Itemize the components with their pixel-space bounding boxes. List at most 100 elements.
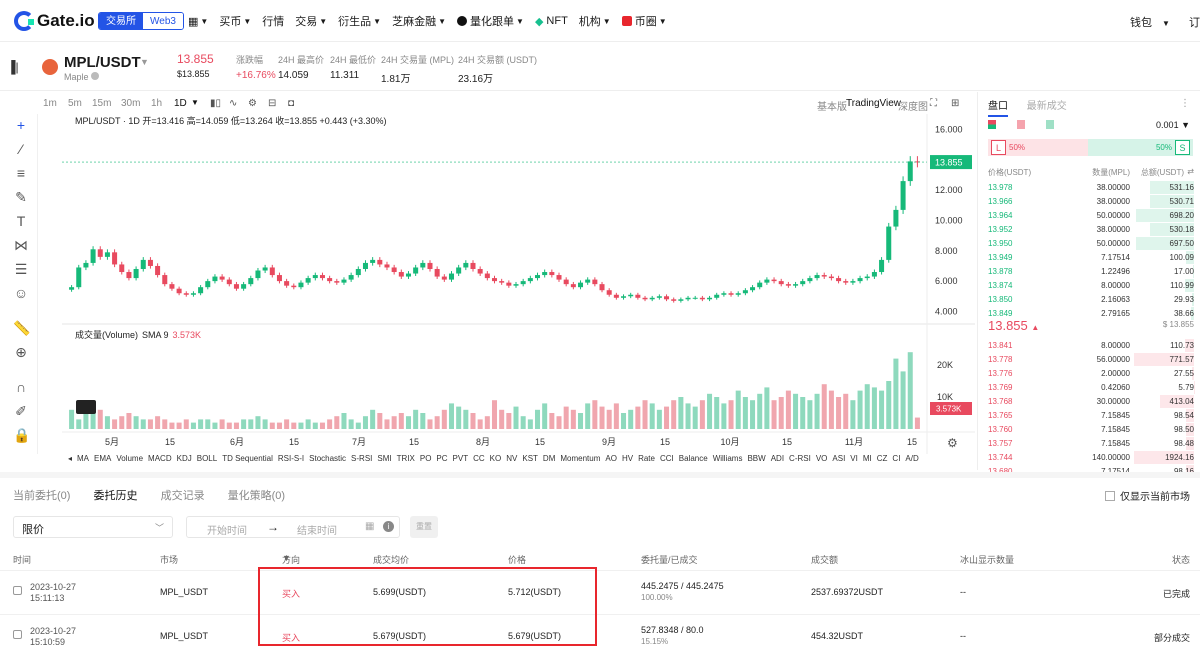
magnet-icon[interactable]: ∩ <box>15 379 27 395</box>
indicator-item[interactable]: PVT <box>452 454 469 463</box>
menu-markets[interactable]: 行情 <box>262 16 285 28</box>
menu-institution[interactable]: 机构 ▼ <box>578 16 611 28</box>
indicator-item[interactable]: BOLL <box>196 454 218 463</box>
asks-row[interactable]: 13.949 7.17514 100.09 <box>988 251 1194 264</box>
precision-select[interactable]: 0.001 ▼ <box>1156 120 1190 130</box>
wallet-menu[interactable]: 钱包 ▼ <box>1130 17 1170 29</box>
indicator-item[interactable]: KST <box>522 454 538 463</box>
interval-dropdown-icon[interactable]: ▼ <box>191 98 199 107</box>
indicator-item[interactable]: EMA <box>94 454 112 463</box>
menu-finance[interactable]: 芝麻金融 ▼ <box>392 16 447 28</box>
date-range-picker[interactable]: 开始时间 → 结束时间 ▦ i <box>186 516 400 538</box>
indicator-item[interactable]: ASI <box>832 454 846 463</box>
indicator-item[interactable]: A/D <box>905 454 919 463</box>
candle-type-icon[interactable]: ▮▯ <box>210 98 222 109</box>
pair-name[interactable]: MPL/USDT <box>64 54 141 71</box>
indicator-item[interactable]: PC <box>436 454 448 463</box>
indicator-item[interactable]: DM <box>542 454 556 463</box>
emoji-icon[interactable]: ☺ <box>13 285 29 301</box>
indicator-item[interactable]: Balance <box>678 454 708 463</box>
only-current-market-checkbox[interactable]: 仅显示当前市场 <box>1105 488 1190 503</box>
mode-tradingview[interactable]: TradingView <box>846 98 902 109</box>
indicator-item[interactable]: ADI <box>770 454 785 463</box>
indicator-item[interactable]: Rate <box>638 454 655 463</box>
indicator-icon[interactable]: ∿ <box>229 98 238 109</box>
tab-orderbook[interactable]: 盘口 <box>988 101 1008 117</box>
fib-icon[interactable]: ☰ <box>14 261 28 277</box>
web3-tab[interactable]: Web3 <box>143 13 183 29</box>
indicator-item[interactable]: Stochastic <box>309 454 347 463</box>
interval-1h[interactable]: 1h <box>151 98 163 109</box>
menu-quant[interactable]: 量化跟单 ▼ <box>457 13 524 29</box>
bids-row[interactable]: 13.768 30.00000 413.04 <box>988 395 1194 408</box>
indicator-item[interactable]: CZ <box>876 454 888 463</box>
direction-sort[interactable]: 方向 ▼ <box>282 553 301 565</box>
expand-row-icon[interactable] <box>13 586 22 595</box>
asks-row[interactable]: 13.964 50.00000 698.20 <box>988 209 1194 222</box>
zoom-icon[interactable]: ⊕ <box>15 344 27 360</box>
more-icon[interactable]: ⋮ <box>1180 98 1190 109</box>
bids-row[interactable]: 13.776 2.00000 27.55 <box>988 367 1194 380</box>
trendline-icon[interactable]: ⁄ <box>19 141 23 157</box>
screenshot-icon[interactable]: ◘ <box>288 98 295 109</box>
asks-row[interactable]: 13.874 8.00000 110.99 <box>988 279 1194 292</box>
tab-quant-strategies[interactable]: 量化策略(0) <box>227 490 286 502</box>
tab-latest-trades[interactable]: 最新成交 <box>1026 101 1067 112</box>
indicator-item[interactable]: MACD <box>148 454 172 463</box>
indicator-item[interactable]: AO <box>605 454 617 463</box>
indicator-item[interactable]: HV <box>621 454 634 463</box>
indicator-collapse-icon[interactable]: ◂ <box>68 454 73 463</box>
lock-drawing-icon[interactable]: ✐ <box>15 403 27 419</box>
price-chart[interactable]: 16.00014.00012.00010.0008.0006.0004.0001… <box>62 114 975 454</box>
indicator-item[interactable]: CCI <box>659 454 674 463</box>
asks-row[interactable]: 13.878 1.22496 17.00 <box>988 265 1194 278</box>
asks-row[interactable]: 13.849 2.79165 38.66 <box>988 307 1194 320</box>
grid-layout-icon[interactable]: ⊞ <box>951 98 960 109</box>
indicator-item[interactable]: S-RSI <box>351 454 373 463</box>
exchange-tab[interactable]: 交易所 <box>99 13 143 29</box>
bids-row[interactable]: 13.841 8.00000 110.73 <box>988 339 1194 352</box>
expand-row-icon[interactable] <box>13 630 22 639</box>
view-both-icon[interactable] <box>988 120 996 129</box>
brush-icon[interactable]: ✎ <box>15 189 27 205</box>
menu-coin-circle[interactable]: 币圈 ▼ <box>621 13 667 29</box>
start-time-input[interactable]: 开始时间 <box>207 526 247 537</box>
horizontal-lines-icon[interactable]: ≡ <box>16 165 26 181</box>
tab-open-orders[interactable]: 当前委托(0) <box>13 490 71 502</box>
indicator-item[interactable]: Momentum <box>560 454 601 463</box>
mode-depth[interactable]: 深度图 <box>898 102 928 113</box>
indicator-item[interactable]: TRIX <box>396 454 415 463</box>
bids-row[interactable]: 13.760 7.15845 98.50 <box>988 423 1194 436</box>
menu-buy-crypto[interactable]: 买币 ▼ <box>219 16 252 28</box>
indicator-item[interactable]: BBW <box>747 454 766 463</box>
bids-row[interactable]: 13.680 7.17514 98.16 <box>988 465 1194 478</box>
indicator-item[interactable]: C-RSI <box>789 454 811 463</box>
crosshair-icon[interactable]: + <box>16 117 26 133</box>
indicator-item[interactable]: CC <box>473 454 485 463</box>
pair-dropdown-icon[interactable]: ▼ <box>140 57 149 67</box>
asks-row[interactable]: 13.850 2.16063 29.93 <box>988 293 1194 306</box>
interval-1d[interactable]: 1D <box>174 98 187 109</box>
indicator-item[interactable]: MI <box>862 454 872 463</box>
indicator-item[interactable]: KDJ <box>176 454 192 463</box>
indicator-item[interactable]: KO <box>489 454 502 463</box>
indicator-item[interactable]: CI <box>892 454 901 463</box>
gateio-logo[interactable]: Gate.io <box>14 11 95 31</box>
interval-1m[interactable]: 1m <box>43 98 57 109</box>
apps-grid-icon[interactable]: ▦ ▼ <box>188 15 209 28</box>
fullscreen-icon[interactable]: ⛶ <box>930 98 937 109</box>
asks-row[interactable]: 13.952 38.00000 530.18 <box>988 223 1194 236</box>
asks-row[interactable]: 13.950 50.00000 697.50 <box>988 237 1194 250</box>
bids-row[interactable]: 13.769 0.42060 5.79 <box>988 381 1194 394</box>
bids-row[interactable]: 13.765 7.15845 98.54 <box>988 409 1194 422</box>
indicator-item[interactable]: Williams <box>712 454 743 463</box>
bids-row[interactable]: 13.744 140.00000 1924.16 <box>988 451 1194 464</box>
asks-row[interactable]: 13.966 38.00000 530.71 <box>988 195 1194 208</box>
settings-icon[interactable]: ⚙ <box>248 98 257 109</box>
asks-row[interactable]: 13.978 38.00000 531.16 <box>988 181 1194 194</box>
view-asks-icon[interactable] <box>1017 120 1026 129</box>
indicator-item[interactable]: TD Sequential <box>222 454 273 463</box>
menu-derivatives[interactable]: 衍生品 ▼ <box>338 16 382 28</box>
tab-order-history[interactable]: 委托历史 <box>93 490 138 502</box>
indicator-item[interactable]: VI <box>850 454 858 463</box>
